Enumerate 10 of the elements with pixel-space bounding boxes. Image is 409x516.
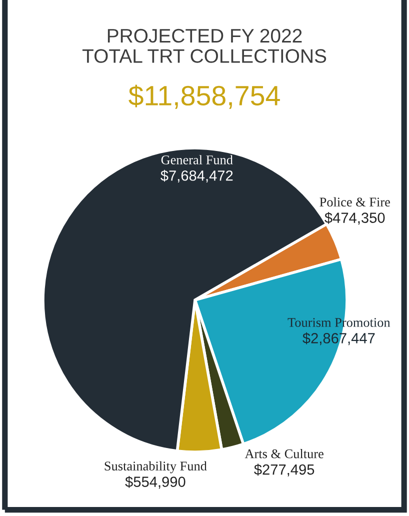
data-label: $554,990 [125, 476, 186, 489]
slice-label: Police & Fire [320, 197, 390, 207]
chart-title: PROJECTED FY 2022 TOTAL TRT COLLECTIONS [82, 28, 326, 63]
chart-subtitle: $11,858,754 [128, 84, 280, 109]
data-label: $474,350 [324, 212, 385, 225]
data-label: $277,495 [254, 464, 314, 476]
slice-label: General Fund [161, 155, 233, 164]
slice-label: Sustainability Fund [104, 461, 207, 474]
data-label: $7,684,472 [160, 170, 233, 183]
slice-label: Arts & Culture [244, 448, 324, 458]
